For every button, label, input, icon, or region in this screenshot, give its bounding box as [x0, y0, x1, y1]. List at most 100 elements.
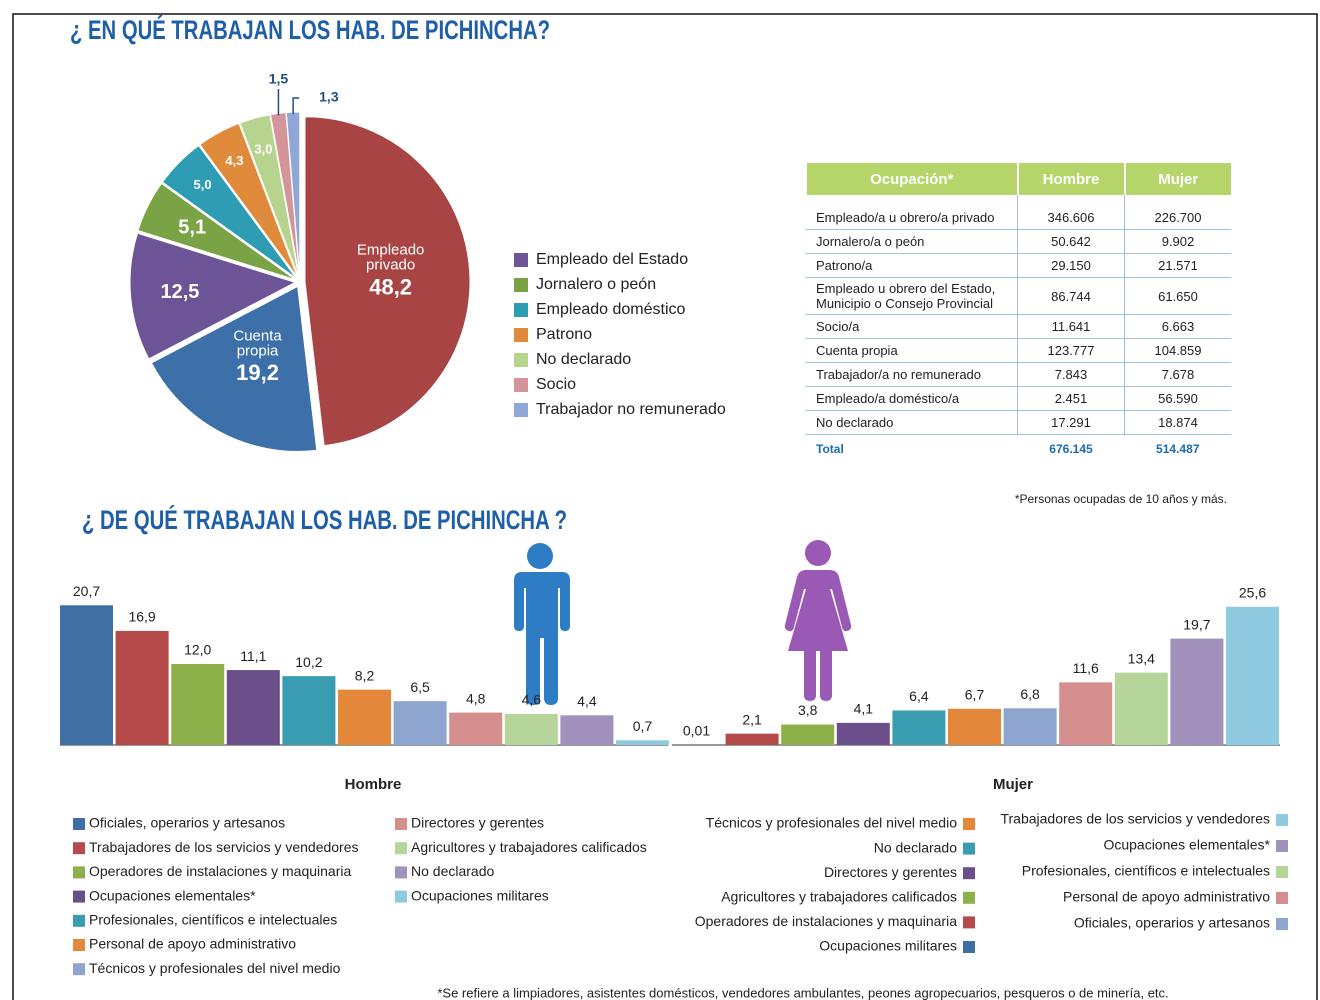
subtitle: ¿ DE QUÉ TRABAJAN LOS HAB. DE PICHINCHA …	[82, 504, 567, 535]
table-row: No declarado 17.291 18.874	[806, 410, 1231, 435]
legend-swatch	[395, 890, 407, 903]
legend-label: Técnicos y profesionales del nivel medio	[89, 960, 341, 976]
bar-value-label: 16,9	[128, 609, 155, 625]
legend-label: Directores y gerentes	[411, 815, 544, 831]
legend-label: Ocupaciones militares	[819, 938, 957, 954]
table-cell: 18.874	[1124, 410, 1231, 435]
bar	[282, 676, 336, 745]
bar	[171, 664, 225, 745]
table-cell: Empleado u obrero del Estado, Municipio …	[806, 277, 1018, 315]
slice-value: 19,2	[236, 360, 279, 385]
pie-slice	[161, 144, 297, 279]
legend-label: Agricultores y trabajadores calificados	[721, 889, 957, 905]
slice-value: 4,3	[225, 153, 243, 168]
pie-slice	[239, 114, 300, 278]
legend-label: Empleado doméstico	[536, 301, 686, 318]
table-cell: Cuenta propia	[806, 338, 1018, 363]
bar	[1114, 672, 1168, 745]
table-total-row: Total 676.145 514.487	[806, 435, 1231, 462]
table-cell: 86.744	[1017, 277, 1125, 315]
man-icon	[514, 543, 570, 705]
legend-label: Técnicos y profesionales del nivel medio	[706, 815, 958, 831]
legend-label: Ocupaciones elementales*	[89, 887, 256, 903]
bar	[115, 630, 169, 745]
legend-swatch	[73, 866, 85, 879]
table-cell: Empleado/a u obrero/a privado	[806, 195, 1018, 230]
bar-value-label: 8,2	[355, 667, 375, 683]
legend-swatch	[514, 328, 528, 342]
legend-label: Jornalero o peón	[536, 276, 656, 293]
legend-swatch	[395, 818, 407, 830]
legend-swatch	[1276, 814, 1288, 826]
legend-swatch	[514, 253, 528, 267]
bar	[338, 689, 391, 745]
table-cell: 61.650	[1124, 277, 1231, 315]
legend-label: Personal de apoyo administrativo	[89, 936, 296, 952]
footnote: *Se refiere a limpiadores, asistentes do…	[437, 985, 1168, 1000]
bar	[892, 710, 946, 745]
table-cell: 9.902	[1124, 229, 1231, 254]
table-row: Trabajador/a no remunerado 7.843 7.678	[806, 362, 1231, 387]
bar-value-label: 0,01	[683, 723, 710, 739]
legend-label: Trabajadores de los servicios y vendedor…	[1000, 811, 1270, 827]
table-cell: 50.642	[1017, 229, 1125, 254]
bar	[781, 724, 835, 745]
legend-swatch	[73, 818, 85, 830]
table-cell: 2.451	[1017, 386, 1125, 411]
slice-name: Empleado privado	[357, 242, 425, 274]
legend-swatch	[514, 353, 528, 367]
bar-value-label: 6,4	[909, 688, 929, 704]
legend-swatch	[73, 939, 85, 951]
bar-value-label: 20,7	[73, 583, 100, 599]
legend-swatch	[963, 916, 975, 929]
column-header: Ocupación*	[805, 163, 1018, 195]
table-row: Socio/a 11.641 6.663	[806, 314, 1231, 339]
legend-swatch	[963, 941, 975, 953]
table-row: Jornalero/a o peón 50.642 9.902	[806, 229, 1231, 254]
table-row: Empleado u obrero del Estado, Municipio …	[806, 277, 1231, 315]
slice-value-outside: 1,3	[319, 89, 339, 105]
bar-value-label: 4,6	[522, 692, 542, 708]
bar-value-label: 3,8	[798, 702, 818, 718]
bar	[60, 605, 113, 745]
legend-label: Oficiales, operarios y artesanos	[1074, 915, 1270, 931]
legend-label: Empleado del Estado	[536, 251, 688, 268]
pie-slice	[137, 182, 296, 281]
leader-line	[292, 97, 300, 115]
table-cell: 11.641	[1017, 314, 1125, 339]
legend-swatch	[1276, 918, 1288, 930]
legend-swatch	[1276, 840, 1288, 852]
column-header: Hombre	[1016, 163, 1125, 195]
bar-value-label: 6,8	[1020, 686, 1040, 702]
bar-value-label: 4,1	[854, 701, 874, 717]
table-row: Patrono/a 29.150 21.571	[806, 253, 1231, 278]
slice-value: 5,0	[194, 177, 212, 192]
bar	[226, 670, 280, 745]
legend-label: Ocupaciones elementales*	[1103, 837, 1270, 853]
legend-swatch	[963, 891, 975, 904]
bar	[1170, 638, 1224, 745]
slice-value: 3,0	[254, 141, 272, 156]
table-cell: 226.700	[1124, 195, 1231, 230]
table-cell: Empleado/a doméstico/a	[806, 386, 1018, 411]
bar	[948, 708, 1001, 745]
legend-swatch	[73, 963, 85, 976]
legend-swatch	[1276, 892, 1288, 904]
bar-value-label: 19,7	[1183, 616, 1210, 632]
bar-value-label: 6,5	[410, 679, 430, 695]
legend-label: Personal de apoyo administrativo	[1063, 889, 1270, 905]
legend-swatch	[395, 842, 407, 855]
bar	[504, 713, 558, 745]
bar-value-label: 10,2	[295, 654, 322, 670]
frame	[12, 13, 1318, 1000]
table-cell: 29.150	[1017, 253, 1125, 278]
legend-label: Agricultores y trabajadores calificados	[411, 839, 647, 855]
bar-value-label: 0,7	[633, 718, 653, 734]
title: ¿ EN QUÉ TRABAJAN LOS HAB. DE PICHINCHA?	[70, 14, 550, 45]
legend-label: Operadores de instalaciones y maquinaria	[89, 863, 351, 879]
legend-swatch	[963, 842, 975, 855]
legend-swatch	[514, 303, 528, 317]
legend-swatch	[514, 278, 528, 292]
legend-swatch	[514, 378, 528, 392]
